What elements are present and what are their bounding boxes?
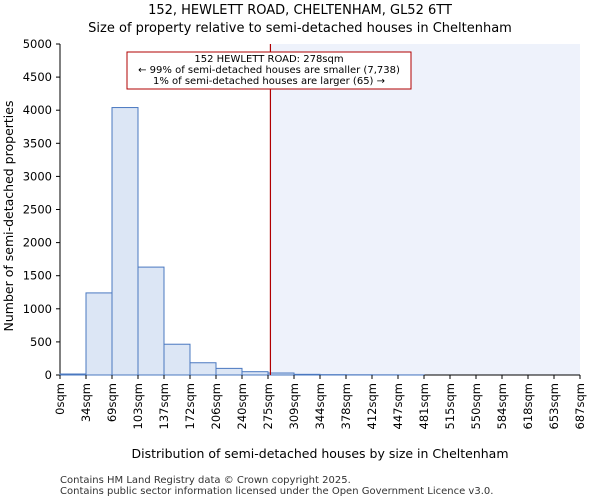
x-tick-label: 103sqm: [131, 383, 145, 429]
annotation-line-3: 1% of semi-detached houses are larger (6…: [153, 76, 385, 87]
x-tick-label: 0sqm: [53, 383, 67, 415]
x-tick-label: 653sqm: [547, 383, 561, 429]
histogram-bar: [241, 371, 269, 376]
x-tick-label: 447sqm: [391, 383, 405, 429]
histogram-bar: [293, 373, 321, 376]
histogram-bar: [267, 372, 295, 376]
annotation-line-2: ← 99% of semi-detached houses are smalle…: [138, 65, 400, 76]
annotation-line-1: 152 HEWLETT ROAD: 278sqm: [194, 54, 343, 65]
x-tick-label: 481sqm: [417, 383, 431, 429]
histogram-bar: [111, 107, 139, 376]
x-tick-label: 137sqm: [157, 383, 171, 429]
footer-line-1: Contains HM Land Registry data © Crown c…: [60, 475, 351, 486]
x-tick-label: 275sqm: [261, 383, 275, 429]
x-tick-label: 687sqm: [573, 383, 587, 429]
larger-region-shade: [270, 44, 580, 375]
histogram-bar: [163, 343, 191, 376]
y-tick-label: 4500: [23, 70, 52, 84]
histogram-bar: [215, 367, 243, 376]
histogram-bar: [189, 362, 217, 376]
y-axis-label: Number of semi-detached properties: [1, 101, 16, 332]
x-tick-label: 412sqm: [365, 383, 379, 429]
y-tick-label: 5000: [23, 37, 52, 51]
x-tick-label: 309sqm: [287, 383, 301, 429]
x-tick-label: 515sqm: [443, 383, 457, 429]
y-tick-label: 3000: [23, 169, 52, 183]
annotation-box: 152 HEWLETT ROAD: 278sqm ← 99% of semi-d…: [126, 51, 412, 90]
x-tick-label: 206sqm: [209, 383, 223, 429]
x-tick-label: 344sqm: [313, 383, 327, 429]
chart-title: 152, HEWLETT ROAD, CHELTENHAM, GL52 6TT: [148, 3, 452, 18]
y-tick-label: 500: [30, 335, 52, 349]
x-tick-label: 240sqm: [235, 383, 249, 429]
histogram-bar: [137, 266, 165, 376]
y-tick-label: 2500: [23, 203, 52, 217]
histogram-bar: [85, 292, 113, 376]
x-tick-label: 618sqm: [521, 383, 535, 429]
histogram-bar: [59, 373, 87, 376]
footer-line-2: Contains public sector information licen…: [60, 486, 493, 497]
x-tick-label: 584sqm: [495, 383, 509, 429]
plot-area: 0 500 1000 1500 2000 2500 3000 3500 4000 4500 5000…: [23, 37, 587, 429]
y-tick-label: 1500: [23, 269, 52, 283]
y-tick-label: 4000: [23, 103, 52, 117]
chart-subtitle: Size of property relative to semi-detach…: [88, 21, 512, 36]
x-tick-label: 550sqm: [469, 383, 483, 429]
x-tick-label: 69sqm: [105, 383, 119, 422]
y-tick-label: 3500: [23, 136, 52, 150]
y-tick-label: 0: [45, 368, 52, 382]
x-tick-label: 378sqm: [339, 383, 353, 429]
x-axis-label: Distribution of semi-detached houses by …: [131, 446, 508, 461]
x-tick-label: 172sqm: [183, 383, 197, 429]
x-tick-label: 34sqm: [79, 383, 93, 422]
y-tick-label: 2000: [23, 236, 52, 250]
y-tick-label: 1000: [23, 302, 52, 316]
